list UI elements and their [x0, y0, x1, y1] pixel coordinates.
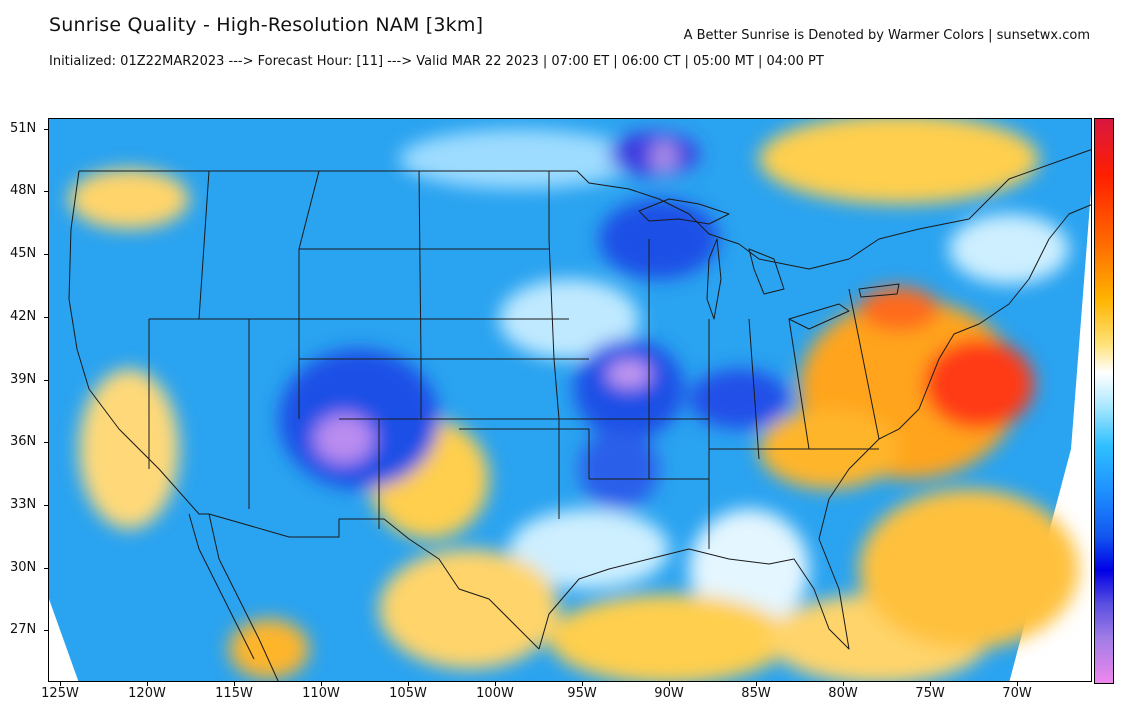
state-lines: [148, 170, 880, 549]
lon-label-125w: 125W: [41, 686, 79, 701]
lat-tick: [44, 380, 48, 381]
lake-superior: [638, 198, 730, 225]
map-title: Sunrise Quality - High-Resolution NAM [3…: [49, 14, 484, 36]
warm-zone-sw: [79, 369, 179, 529]
lat-tick: [44, 129, 48, 130]
lat-label-48n: 48N: [10, 183, 37, 198]
lon-tick: [930, 682, 931, 686]
lat-label-45n: 45N: [10, 246, 37, 261]
lon-tick: [1017, 682, 1018, 686]
lat-tick: [44, 254, 48, 255]
lon-tick: [321, 682, 322, 686]
lat-label-39n: 39N: [10, 372, 37, 387]
east-coast: [878, 204, 1091, 440]
warm-zone-southwest-mx: [229, 619, 309, 679]
warm-zone-atlantic: [859, 489, 1079, 649]
lat-label-51n: 51N: [10, 121, 37, 136]
hot-zone-northeast: [924, 339, 1034, 429]
lat-label-36n: 36N: [10, 434, 37, 449]
lon-label-90w: 90W: [654, 686, 684, 701]
lat-tick: [44, 191, 48, 192]
baja-coast: [188, 513, 255, 660]
lon-label-95w: 95W: [567, 686, 597, 701]
lon-tick: [582, 682, 583, 686]
lat-tick: [44, 317, 48, 318]
lon-tick: [669, 682, 670, 686]
cool-zone-ohio-valley: [689, 369, 789, 429]
west-coast: [68, 170, 209, 515]
hot-zone-ny: [859, 287, 939, 331]
us-mexico-border: [208, 513, 540, 650]
pink-core-four-corners: [314, 414, 374, 464]
lon-label-110w: 110W: [302, 686, 340, 701]
lon-tick: [495, 682, 496, 686]
map-boundaries: [68, 149, 1091, 681]
lon-label-120w: 120W: [128, 686, 166, 701]
lon-label-85w: 85W: [741, 686, 771, 701]
credit-text: A Better Sunrise is Denoted by Warmer Co…: [683, 28, 1090, 43]
lon-label-70w: 70W: [1002, 686, 1032, 701]
lon-tick: [234, 682, 235, 686]
forecast-map-canvas: [49, 119, 1091, 681]
lake-erie: [788, 303, 850, 330]
lon-label-100w: 100W: [476, 686, 514, 701]
gulf-coast: [538, 438, 880, 650]
lat-tick: [44, 442, 48, 443]
lon-label-80w: 80W: [828, 686, 858, 701]
light-zone-south: [509, 509, 669, 589]
lon-tick: [408, 682, 409, 686]
pink-core-missouri: [607, 360, 651, 388]
cool-zone-lower-mississippi: [579, 429, 659, 509]
warm-zone-gulf: [549, 594, 789, 681]
forecast-map: [48, 118, 1092, 682]
lake-michigan: [706, 238, 722, 320]
lon-tick: [756, 682, 757, 686]
lat-label-30n: 30N: [10, 560, 37, 575]
lat-label-42n: 42N: [10, 309, 37, 324]
lake-huron: [748, 248, 785, 295]
us-canada-border: [79, 149, 1091, 270]
cool-zone-upper-midwest: [599, 199, 719, 279]
forecast-field: [49, 119, 1091, 681]
cool-zone-midwest: [574, 339, 684, 439]
lon-tick: [843, 682, 844, 686]
lon-tick: [60, 682, 61, 686]
lon-label-115w: 115W: [215, 686, 253, 701]
lat-tick: [44, 505, 48, 506]
lon-label-75w: 75W: [915, 686, 945, 701]
field-base: [49, 119, 1091, 681]
light-zone-northeast: [949, 214, 1069, 284]
warm-zone-pnw: [69, 169, 189, 229]
mexico-pacific-coast: [208, 513, 279, 681]
colorbar: [1094, 118, 1114, 684]
forecast-subtitle: Initialized: 01Z22MAR2023 ---> Forecast …: [49, 54, 824, 69]
pink-core-superior: [650, 139, 678, 175]
lake-ontario: [858, 283, 900, 298]
lat-tick: [44, 568, 48, 569]
warm-zone-mexico: [379, 549, 559, 669]
warm-zone-canada: [759, 119, 1039, 204]
lat-tick: [44, 630, 48, 631]
lon-tick: [147, 682, 148, 686]
lon-label-105w: 105W: [389, 686, 427, 701]
light-zone-canada: [399, 129, 639, 189]
lat-label-33n: 33N: [10, 497, 37, 512]
lat-label-27n: 27N: [10, 622, 37, 637]
